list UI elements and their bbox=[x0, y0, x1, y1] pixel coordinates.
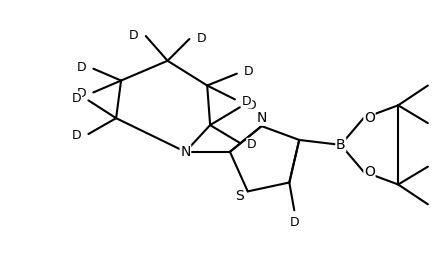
Text: D: D bbox=[77, 87, 86, 100]
Text: D: D bbox=[72, 92, 81, 105]
Text: D: D bbox=[129, 29, 139, 41]
Text: D: D bbox=[244, 65, 253, 78]
Text: N: N bbox=[257, 111, 267, 125]
Text: O: O bbox=[364, 111, 375, 125]
Text: S: S bbox=[236, 189, 244, 203]
Text: O: O bbox=[364, 165, 375, 179]
Text: D: D bbox=[247, 138, 257, 151]
Text: B: B bbox=[336, 138, 346, 152]
Text: D: D bbox=[196, 33, 206, 45]
Text: D: D bbox=[72, 129, 81, 143]
Text: D: D bbox=[242, 95, 252, 108]
Text: D: D bbox=[247, 99, 257, 112]
Text: D: D bbox=[290, 215, 299, 229]
Text: D: D bbox=[77, 61, 86, 74]
Text: N: N bbox=[180, 145, 190, 159]
